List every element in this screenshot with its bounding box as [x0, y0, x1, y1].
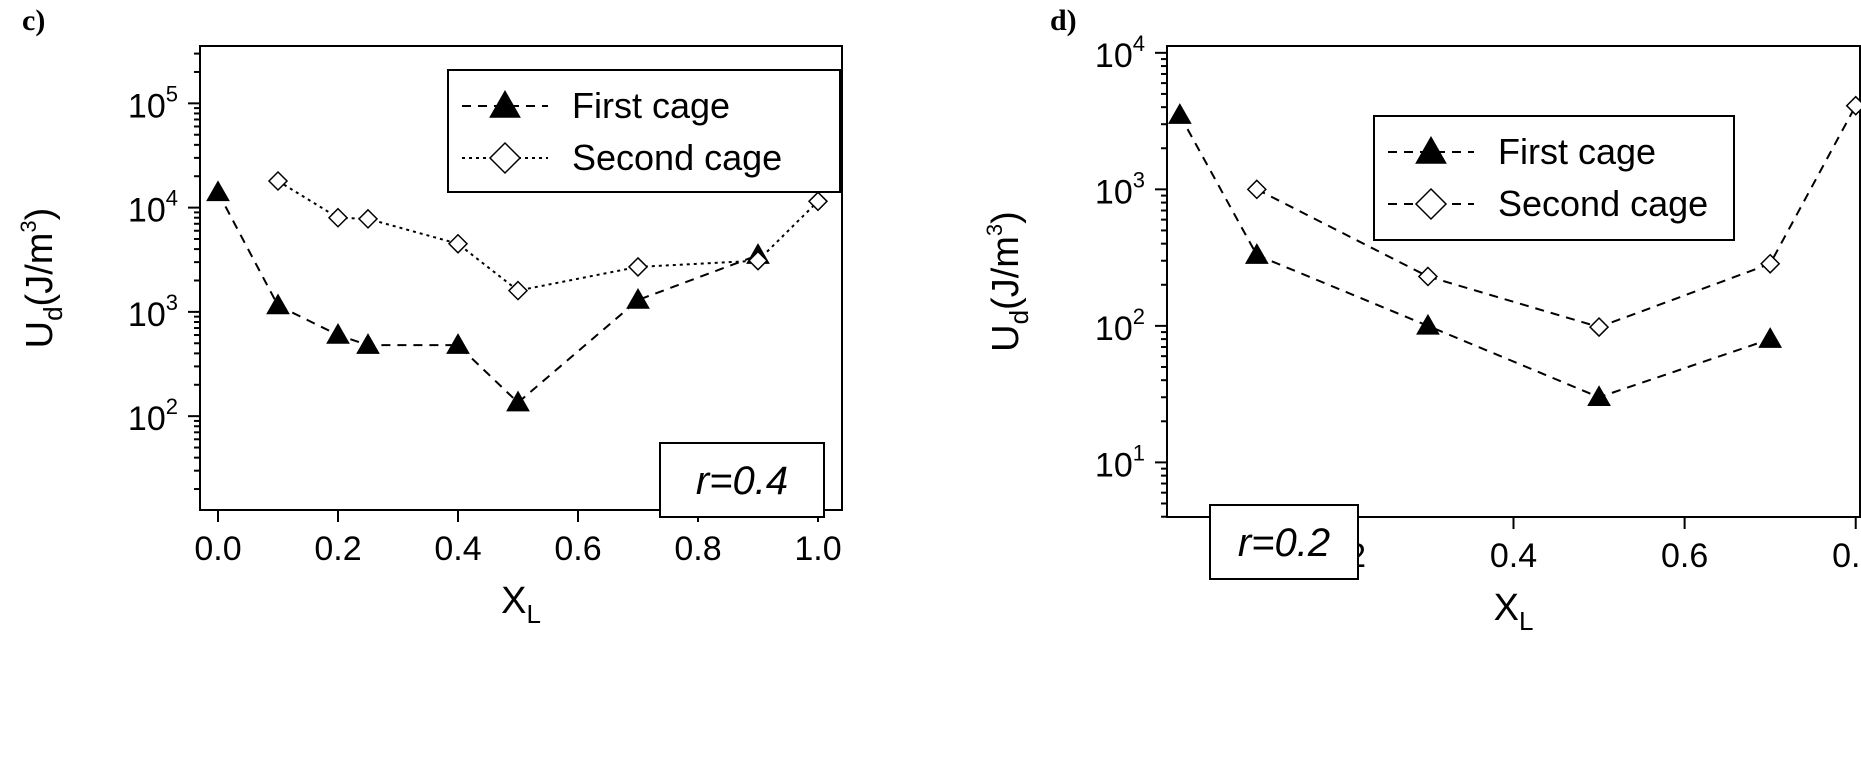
- data-point: [326, 323, 350, 344]
- y-tick-label: 103: [1095, 167, 1145, 211]
- x-axis-title: XL: [501, 580, 541, 629]
- chart-panel-d: d)0.20.40.60.8101102103104XLUd(J/m3)Firs…: [982, 4, 1861, 636]
- annotation: r=0.2: [1209, 504, 1359, 580]
- x-tick-label: 0.6: [1661, 537, 1708, 575]
- data-point: [807, 191, 829, 212]
- data-point: [266, 293, 290, 315]
- x-tick-label: 0.4: [434, 530, 481, 568]
- legend: First cage Second cage: [447, 69, 841, 193]
- legend-box: [447, 69, 841, 193]
- x-tick-label: 1.0: [794, 530, 841, 568]
- data-point: [506, 390, 530, 412]
- data-point: [1417, 266, 1439, 287]
- series-line: [217, 191, 759, 404]
- legend-marker: [1415, 135, 1447, 164]
- panel-label: d): [1050, 4, 1077, 37]
- data-point: [626, 287, 650, 309]
- y-tick-label: 104: [1095, 31, 1145, 75]
- chart-panel-c: c) 0.0 0.2 0.4 0.6 0.8 1.0 102 103 104 105 XL Ud(J/m…: [16, 4, 843, 629]
- x-tick-label: 0.6: [554, 530, 601, 568]
- y-tick-label: 102: [128, 394, 178, 438]
- legend-marker: [1414, 187, 1448, 221]
- data-point: [356, 333, 380, 354]
- annotation-box: [659, 442, 825, 518]
- x-axis-title: XL: [1494, 587, 1534, 636]
- legend-entry-label: First cage: [1498, 131, 1656, 172]
- series-second-cage: [267, 170, 829, 301]
- annotation-text: r=0.4: [696, 459, 788, 503]
- panel-label: c): [22, 4, 45, 37]
- data-point: [1246, 179, 1267, 200]
- y-tick-label: 102: [1095, 304, 1145, 348]
- annotation: r=0.4: [659, 442, 825, 518]
- series-first-cage: [206, 180, 770, 412]
- x-tick-label: 0.2: [314, 530, 361, 568]
- y-tick-label: 105: [128, 81, 178, 125]
- y-axis-title: Ud(J/m3): [16, 208, 68, 349]
- data-point: [1845, 95, 1861, 116]
- y-tick-label: 104: [128, 186, 178, 230]
- x-tick-label: 0.4: [1490, 537, 1537, 575]
- data-point: [1760, 253, 1781, 274]
- legend-marker: [489, 89, 521, 118]
- legend-entry-label: First cage: [572, 85, 730, 126]
- series-second-cage: [1246, 95, 1861, 338]
- data-point: [507, 280, 529, 301]
- y-axis-title: Ud(J/m3): [982, 211, 1034, 352]
- y-tick-label: 103: [128, 290, 178, 334]
- data-point: [1587, 385, 1611, 407]
- y-tick-label: 101: [1095, 440, 1145, 484]
- x-tick-label: 0.8: [1832, 537, 1861, 575]
- legend-marker: [488, 141, 522, 175]
- x-tick-label: 0.0: [194, 530, 241, 568]
- data-point: [1588, 317, 1610, 338]
- data-point: [357, 208, 379, 229]
- data-point: [627, 256, 649, 277]
- data-point: [1244, 243, 1269, 264]
- series-line: [277, 180, 819, 292]
- series-first-cage: [1167, 103, 1783, 407]
- data-point: [747, 250, 769, 271]
- annotation-box: [1209, 504, 1359, 580]
- data-point: [1167, 103, 1192, 124]
- annotation-text: r=0.2: [1238, 521, 1330, 565]
- data-point: [1416, 313, 1440, 335]
- legend-box: [1373, 115, 1735, 241]
- x-tick-label: 0.8: [674, 530, 721, 568]
- legend-entry-label: Second cage: [1498, 183, 1708, 224]
- legend: First cage Second cage: [1373, 115, 1735, 241]
- data-point: [1758, 327, 1783, 348]
- data-point: [267, 170, 289, 192]
- data-point: [206, 180, 230, 202]
- data-point: [327, 207, 349, 228]
- data-point: [446, 333, 470, 354]
- data-point: [447, 233, 469, 254]
- plot-frame: [199, 45, 843, 511]
- legend-entry-label: Second cage: [572, 137, 782, 178]
